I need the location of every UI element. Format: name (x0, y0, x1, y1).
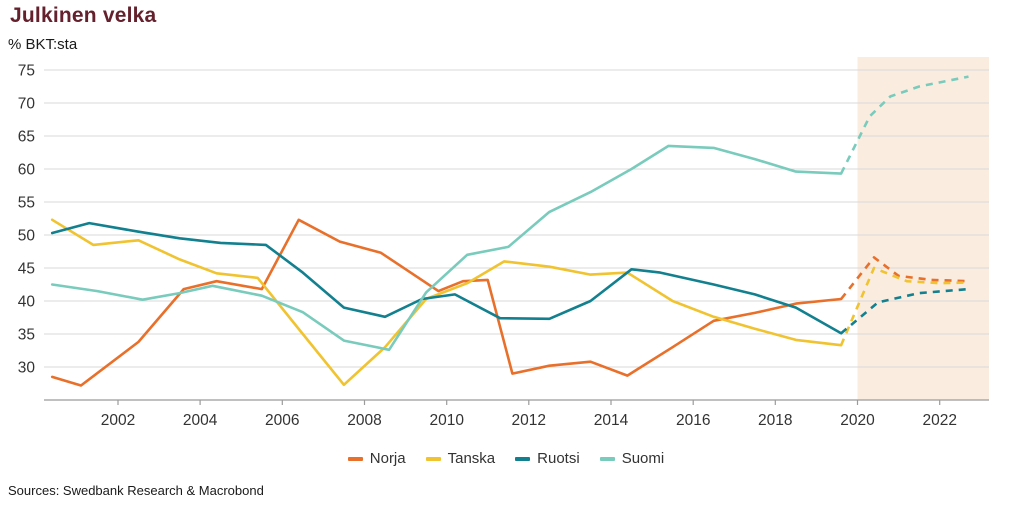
x-tick-label-2008: 2008 (347, 412, 381, 429)
legend-label-ruotsi: Ruotsi (537, 450, 580, 467)
series-line-norja (50, 218, 843, 387)
series-line-suomi (50, 144, 843, 352)
legend-item-norja: Norja (347, 450, 406, 467)
x-tick-label-2018: 2018 (758, 412, 792, 429)
series-line-tanska (50, 218, 843, 387)
y-tick-label-30: 30 (18, 360, 36, 377)
x-tick-label-2022: 2022 (922, 412, 956, 429)
series-forecast-line-suomi (839, 75, 969, 175)
legend-item-tanska: Tanska (425, 450, 496, 467)
forecast-band (857, 57, 989, 400)
legend-marker-suomi (599, 456, 615, 461)
x-tick-label-2012: 2012 (512, 412, 546, 429)
series-forecast-line-tanska (839, 266, 969, 346)
y-tick-label-70: 70 (18, 96, 36, 113)
legend-label-tanska: Tanska (447, 450, 496, 467)
series-line-ruotsi (50, 221, 843, 335)
chart-legend: Norja Tanska Ruotsi Suomi (0, 450, 1012, 467)
sources-note: Sources: Swedbank Research & Macrobond (8, 483, 264, 498)
legend-label-norja: Norja (369, 450, 406, 467)
series-forecast-line-norja (840, 256, 969, 300)
y-axis-unit-label: % BKT:sta (8, 36, 78, 53)
series-forecast-line-ruotsi (840, 287, 969, 335)
public-debt-line-chart: 30 35 40 45 50 55 60 65 70 75 2002 2004 2006 2008 2010… (18, 57, 989, 429)
x-tick-label-2020: 2020 (840, 412, 875, 429)
legend-marker-norja (347, 456, 363, 461)
y-tick-label-55: 55 (18, 195, 35, 212)
legend-item-suomi: Suomi (599, 450, 665, 467)
page-title: Julkinen velka (10, 4, 157, 27)
y-tick-label-75: 75 (18, 63, 35, 80)
y-tick-label-60: 60 (18, 162, 36, 179)
y-tick-label-35: 35 (18, 327, 35, 344)
y-tick-label-65: 65 (18, 129, 35, 146)
x-tick-label-2014: 2014 (594, 412, 629, 429)
legend-marker-tanska (425, 456, 441, 461)
y-tick-label-40: 40 (18, 294, 36, 311)
x-tick-label-2006: 2006 (265, 412, 299, 429)
x-tick-label-2010: 2010 (429, 412, 464, 429)
legend-label-suomi: Suomi (621, 450, 665, 467)
y-tick-label-45: 45 (18, 261, 35, 278)
legend-marker-ruotsi (515, 456, 531, 461)
x-tick-label-2004: 2004 (183, 412, 218, 429)
y-tick-label-50: 50 (18, 228, 36, 245)
x-tick-label-2002: 2002 (101, 412, 135, 429)
x-tick-label-2016: 2016 (676, 412, 710, 429)
legend-item-ruotsi: Ruotsi (515, 450, 580, 467)
